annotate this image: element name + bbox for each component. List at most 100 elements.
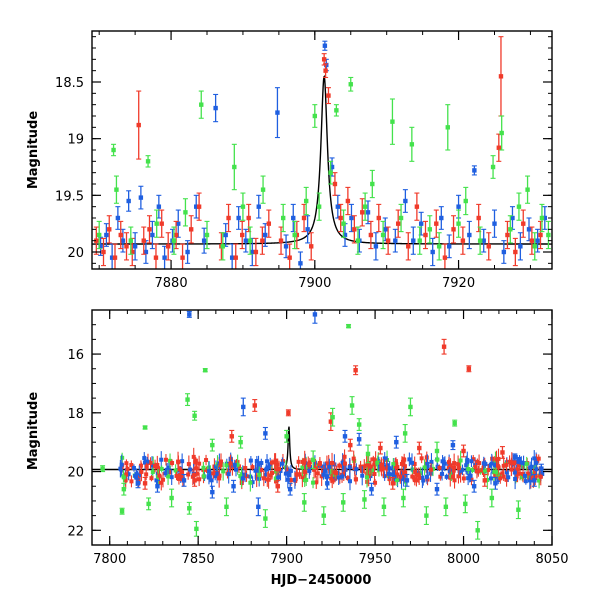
point-marker xyxy=(180,255,185,260)
band-point xyxy=(446,460,451,465)
band-point xyxy=(358,464,363,469)
band-point xyxy=(385,466,390,471)
point-marker xyxy=(395,221,401,226)
point-marker xyxy=(349,403,355,408)
point-marker xyxy=(256,204,261,209)
data-point-green xyxy=(284,429,290,443)
point-marker xyxy=(246,215,251,221)
data-point-red xyxy=(239,220,245,250)
point-marker xyxy=(287,255,292,260)
point-marker xyxy=(348,82,353,87)
point-marker xyxy=(210,489,215,495)
band-point xyxy=(269,460,274,465)
band-point xyxy=(248,480,253,485)
band-point xyxy=(392,474,397,479)
data-point-blue xyxy=(213,93,219,123)
band-point xyxy=(166,465,171,470)
data-point-green xyxy=(146,497,152,511)
point-marker xyxy=(349,215,354,221)
point-marker xyxy=(252,403,257,408)
x-tick-label: 8000 xyxy=(447,552,480,567)
data-point-blue xyxy=(287,482,293,496)
band-point xyxy=(173,468,178,473)
data-point-red xyxy=(233,243,239,269)
data-point-blue xyxy=(154,479,160,493)
band-point xyxy=(165,468,170,473)
point-marker xyxy=(183,210,188,215)
band-point xyxy=(517,463,522,468)
bottom-panel-light-curve: Magnitude HJD−2450000 7800 7850 7900 7950 80… xyxy=(26,309,569,588)
band-point xyxy=(413,470,418,475)
y-tick-label: 19 xyxy=(67,133,84,148)
data-point-red xyxy=(442,243,448,269)
band-point xyxy=(528,478,533,483)
point-marker xyxy=(404,478,410,483)
series-red xyxy=(93,36,543,269)
band-point xyxy=(382,474,387,479)
band-point xyxy=(469,459,474,464)
series-blue xyxy=(135,310,544,517)
data-point-blue xyxy=(305,215,311,244)
band-point xyxy=(266,465,271,470)
band-point xyxy=(235,462,240,467)
point-marker xyxy=(112,255,118,260)
data-point-green xyxy=(490,155,496,179)
band-point xyxy=(155,464,160,469)
data-point-blue xyxy=(450,440,456,451)
data-point-green xyxy=(204,220,210,250)
data-point-green xyxy=(231,143,237,191)
data-point-green xyxy=(321,506,327,525)
data-point-blue xyxy=(446,234,452,259)
point-marker xyxy=(481,238,486,243)
x-tick-label: 7900 xyxy=(270,552,303,567)
band-point xyxy=(528,465,533,470)
band-point xyxy=(307,463,312,468)
band-point xyxy=(340,474,345,479)
data-point-red xyxy=(165,232,171,261)
point-marker xyxy=(418,221,424,226)
band-point xyxy=(372,462,377,467)
band-point xyxy=(428,467,433,472)
point-marker xyxy=(542,215,548,221)
point-marker xyxy=(321,513,326,518)
band-point xyxy=(473,465,478,470)
point-marker xyxy=(385,238,391,243)
point-marker xyxy=(241,404,246,410)
data-point-red xyxy=(301,203,307,233)
band-point xyxy=(498,476,503,481)
band-point xyxy=(440,459,445,464)
point-marker xyxy=(538,232,543,238)
data-point-red xyxy=(390,476,396,490)
band-point xyxy=(145,459,150,464)
data-point-red xyxy=(461,444,467,458)
point-marker xyxy=(263,232,268,238)
point-marker xyxy=(260,238,265,243)
point-marker xyxy=(142,481,148,486)
data-point-green xyxy=(169,488,175,508)
point-marker xyxy=(365,451,371,457)
data-point-blue xyxy=(135,478,141,489)
band-point xyxy=(321,472,326,477)
data-point-green xyxy=(402,424,408,443)
band-point xyxy=(159,466,164,471)
data-point-blue xyxy=(201,227,207,254)
data-point-green xyxy=(462,494,468,514)
data-point-green xyxy=(398,203,404,233)
point-marker xyxy=(194,204,199,209)
data-point-blue xyxy=(492,209,497,238)
data-point-red xyxy=(338,203,344,233)
point-marker xyxy=(334,108,339,113)
data-point-blue xyxy=(535,228,541,253)
point-marker xyxy=(192,413,197,418)
point-marker xyxy=(362,204,368,209)
point-marker xyxy=(280,215,286,221)
band-point xyxy=(538,474,543,479)
band-point xyxy=(243,466,248,471)
band-point xyxy=(520,475,525,480)
x-tick-label: 7800 xyxy=(93,552,126,567)
point-marker xyxy=(482,478,487,483)
band-point xyxy=(297,472,302,477)
point-marker xyxy=(475,528,480,533)
band-point xyxy=(193,458,198,463)
band-point xyxy=(504,470,509,475)
